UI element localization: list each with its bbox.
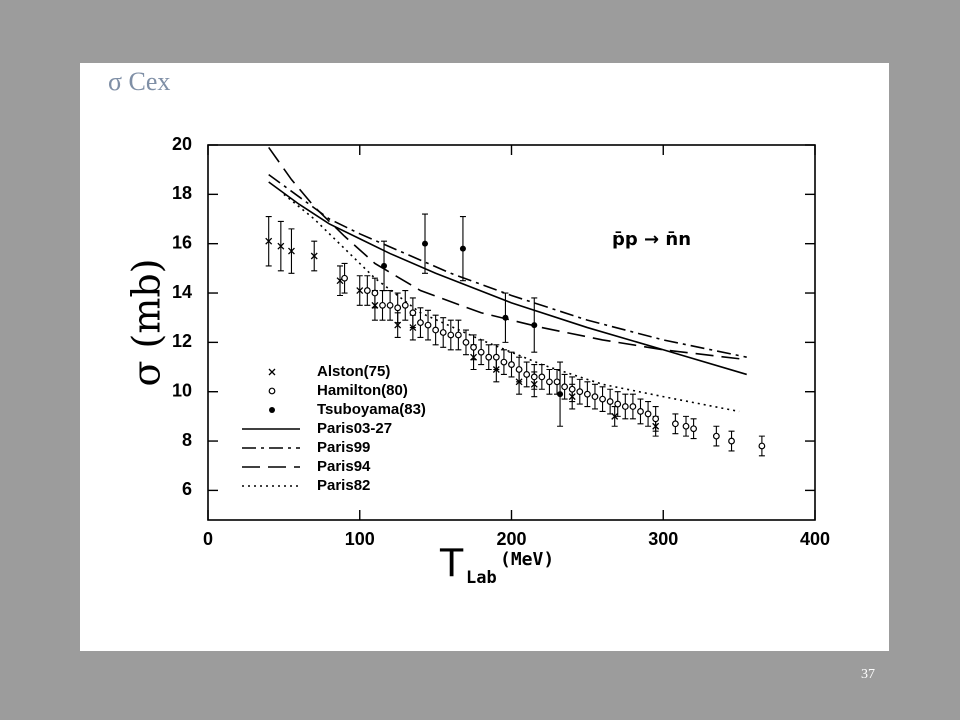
circle-marker bbox=[394, 304, 402, 312]
x-tick-label: 100 bbox=[345, 529, 375, 549]
circle-marker bbox=[583, 390, 591, 398]
page-number: 37 bbox=[861, 667, 875, 682]
circle-marker bbox=[629, 403, 637, 410]
circle-marker bbox=[371, 289, 379, 297]
slide-title: σ Cex bbox=[108, 67, 170, 96]
circle-marker bbox=[485, 353, 493, 361]
circle-marker bbox=[386, 301, 394, 309]
curve bbox=[268, 147, 747, 361]
circle-marker bbox=[477, 348, 485, 356]
y-tick-label: 6 bbox=[182, 479, 192, 499]
legend-label: Paris03-27 bbox=[317, 420, 392, 437]
circle-marker bbox=[379, 301, 386, 309]
circle-marker bbox=[538, 373, 546, 381]
circle-marker bbox=[553, 378, 561, 386]
circle-marker bbox=[530, 373, 538, 381]
legend-label: Hamilton(80) bbox=[317, 382, 408, 399]
y-tick-label: 14 bbox=[172, 282, 192, 302]
circle-marker bbox=[447, 331, 455, 339]
dot-marker bbox=[422, 240, 429, 247]
x-axis-unit: (MeV) bbox=[500, 549, 554, 570]
annotation: p̄p → n̄n bbox=[612, 229, 691, 250]
circle-marker bbox=[341, 274, 348, 282]
circle-marker bbox=[690, 425, 697, 433]
chart: 0 100 200 300 400 6 8 10 12 14 16 18 20 σ (mb) T Lab(Me… bbox=[125, 134, 831, 588]
y-tick-label: 18 bbox=[172, 183, 192, 203]
circle-marker bbox=[591, 393, 599, 401]
circle-marker bbox=[546, 378, 553, 386]
circle-marker bbox=[576, 388, 584, 396]
cross-marker bbox=[265, 237, 273, 245]
circle-marker bbox=[523, 371, 531, 378]
circle-marker bbox=[470, 343, 477, 351]
circle-marker bbox=[599, 395, 606, 403]
y-axis-label: σ (mb) bbox=[125, 258, 169, 386]
dot-marker bbox=[269, 407, 275, 413]
cross-marker bbox=[277, 242, 285, 250]
cross-marker bbox=[288, 247, 295, 255]
circle-marker bbox=[409, 309, 417, 317]
legend-label: Paris82 bbox=[317, 477, 370, 494]
circle-marker bbox=[682, 422, 690, 430]
circle-marker bbox=[401, 301, 409, 309]
dot-marker bbox=[531, 322, 538, 329]
x-tick-label: 0 bbox=[203, 529, 213, 549]
curve bbox=[268, 173, 747, 358]
cross-marker bbox=[268, 368, 276, 376]
y-tick-label: 10 bbox=[172, 380, 192, 400]
circle-marker bbox=[424, 321, 432, 329]
dot-marker bbox=[557, 391, 564, 398]
circle-marker bbox=[637, 408, 644, 415]
circle-marker bbox=[621, 403, 629, 410]
circle-marker bbox=[644, 410, 652, 418]
circle-marker bbox=[561, 383, 569, 391]
circle-marker bbox=[712, 432, 720, 440]
legend-label: Paris99 bbox=[317, 439, 370, 456]
circle-marker bbox=[454, 331, 462, 339]
cross-marker bbox=[356, 287, 364, 295]
x-tick-label: 400 bbox=[800, 529, 830, 549]
circle-marker bbox=[508, 361, 515, 368]
legend-label: Tsuboyama(83) bbox=[317, 401, 426, 418]
x-axis-symbol: T bbox=[439, 542, 464, 586]
circle-marker bbox=[614, 400, 622, 408]
circle-marker bbox=[439, 329, 447, 336]
circle-marker bbox=[500, 358, 508, 366]
legend-label: Alston(75) bbox=[317, 363, 390, 380]
circle-marker bbox=[671, 420, 679, 428]
y-tick-label: 20 bbox=[172, 134, 192, 154]
circle-marker bbox=[268, 387, 276, 395]
x-axis-subscript: Lab bbox=[466, 568, 497, 588]
legend-label: Paris94 bbox=[317, 458, 371, 475]
y-tick-label: 8 bbox=[182, 430, 192, 450]
circle-marker bbox=[652, 415, 660, 423]
curve bbox=[268, 181, 747, 376]
circle-marker bbox=[432, 326, 440, 334]
circle-marker bbox=[492, 353, 500, 361]
y-tick-label: 16 bbox=[172, 232, 192, 252]
circle-marker bbox=[462, 338, 470, 346]
circle-marker bbox=[606, 398, 614, 405]
x-tick-label: 200 bbox=[496, 529, 526, 549]
y-tick-label: 12 bbox=[172, 331, 192, 351]
circle-marker bbox=[758, 442, 766, 450]
curve bbox=[283, 193, 740, 413]
cross-marker bbox=[310, 252, 318, 260]
circle-marker bbox=[728, 437, 735, 445]
circle-marker bbox=[363, 287, 371, 294]
x-tick-label: 300 bbox=[648, 529, 678, 549]
circle-marker bbox=[568, 385, 576, 393]
dot-marker bbox=[459, 245, 466, 252]
circle-marker bbox=[417, 319, 424, 327]
slide-panel bbox=[80, 63, 889, 651]
circle-marker bbox=[515, 366, 523, 373]
